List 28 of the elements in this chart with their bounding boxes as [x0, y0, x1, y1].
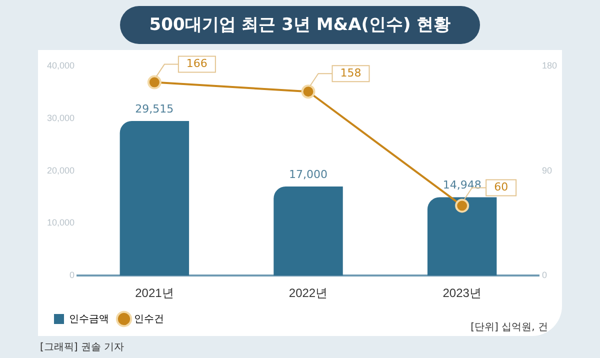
legend-label: 인수건 [134, 314, 164, 325]
data-label: 17,000 [289, 168, 328, 181]
data-label: 158 [340, 66, 362, 80]
data-label: 60 [494, 180, 508, 194]
bar [120, 120, 190, 276]
y2-tick-label: 180 [542, 60, 558, 70]
x-tick-label: 2023년 [442, 286, 482, 300]
point [147, 75, 162, 90]
data-label: 14,948 [442, 178, 482, 192]
chart-title: 500대기업 최근 3년 M&A(인수) 현황 [120, 6, 480, 44]
y-tick-label: 30,000 [46, 112, 75, 123]
data-label: 29,515 [135, 102, 174, 116]
y-tick-label: 10,000 [46, 218, 75, 228]
x-tick-label: 2022년 [288, 286, 328, 300]
text: [그래픽] 권솔 기자 [40, 341, 124, 354]
data-label: 166 [186, 57, 208, 70]
y2-tick-label: 0 [542, 270, 547, 280]
bar [427, 197, 497, 276]
point [301, 84, 316, 99]
y2-tick-label: 90 [542, 165, 552, 176]
text: [단위] 십억원, 건 [470, 321, 548, 334]
bar [274, 186, 343, 276]
y-tick-label: 20,000 [46, 165, 75, 176]
legend-label: 인수금액 [69, 314, 109, 325]
x-tick-label: 2021년 [135, 286, 174, 300]
y-tick-label: 0 [70, 270, 75, 280]
point [455, 198, 470, 213]
y-tick-label: 40,000 [46, 60, 75, 70]
